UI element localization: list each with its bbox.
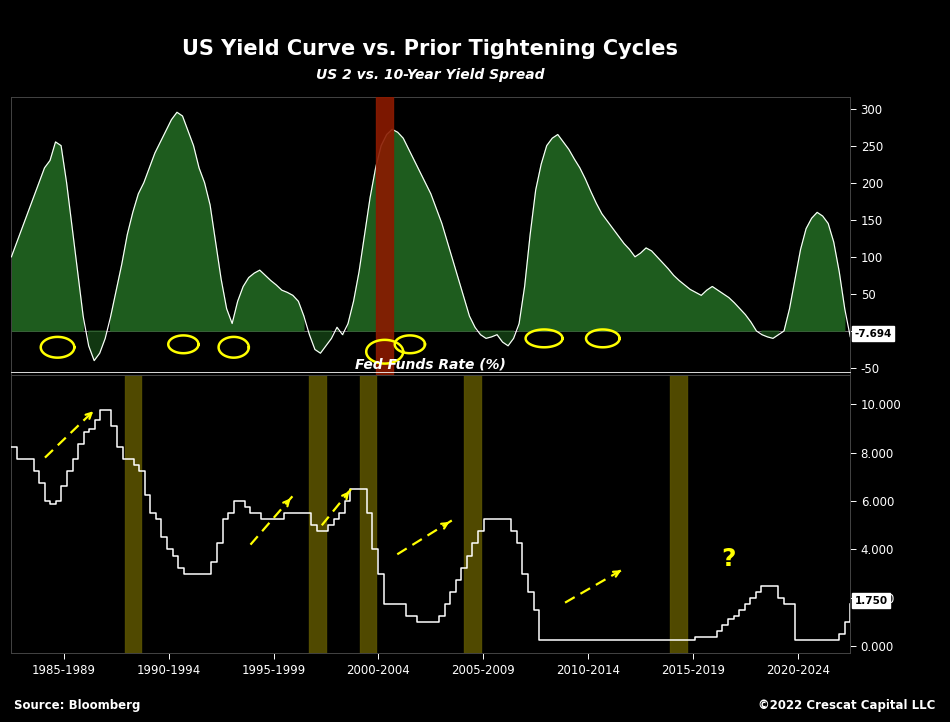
Bar <box>465 375 481 653</box>
Bar <box>309 375 326 653</box>
Bar <box>359 375 376 653</box>
Title: Fed Funds Rate (%): Fed Funds Rate (%) <box>355 357 506 372</box>
Text: ?: ? <box>721 547 736 571</box>
Text: US Yield Curve vs. Prior Tightening Cycles: US Yield Curve vs. Prior Tightening Cycl… <box>182 39 678 59</box>
Bar <box>670 375 687 653</box>
Text: 1.750: 1.750 <box>854 596 887 606</box>
Text: US 2 vs. 10-Year Yield Spread: US 2 vs. 10-Year Yield Spread <box>316 68 544 82</box>
Text: Source: Bloomberg: Source: Bloomberg <box>14 699 141 712</box>
Bar <box>376 97 393 375</box>
Text: -7.694: -7.694 <box>854 329 892 339</box>
Text: ©2022 Crescat Capital LLC: ©2022 Crescat Capital LLC <box>758 699 936 712</box>
Bar <box>124 375 142 653</box>
